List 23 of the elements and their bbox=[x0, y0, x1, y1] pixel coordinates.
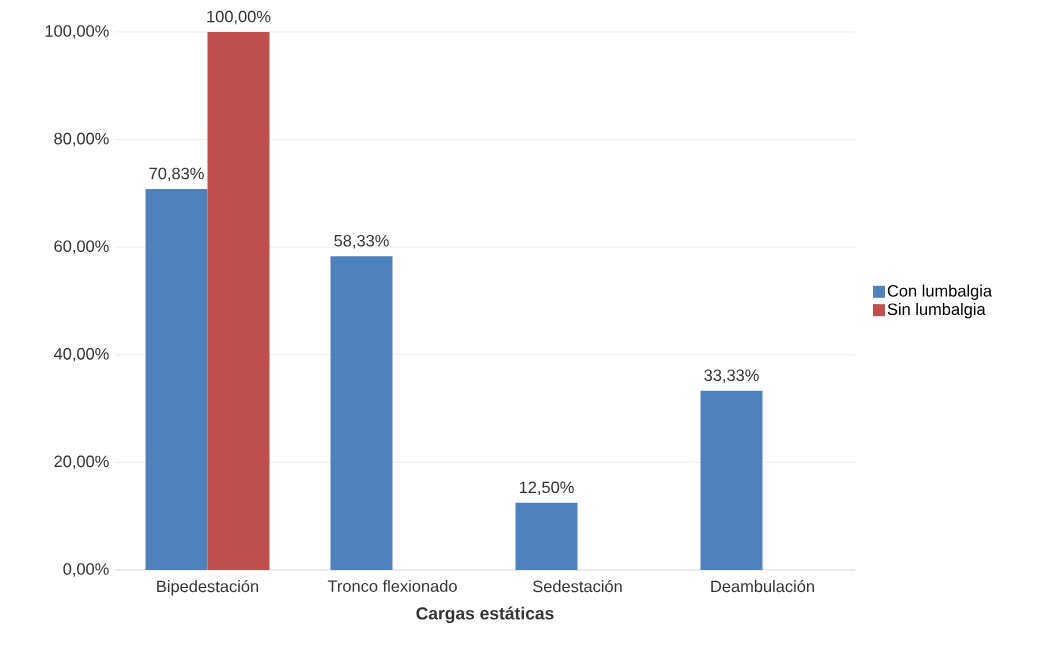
data-label: 70,83% bbox=[149, 167, 204, 182]
x-axis-title: Cargas estáticas bbox=[416, 606, 554, 624]
data-label: 58,33% bbox=[334, 234, 389, 249]
data-label: 12,50% bbox=[519, 481, 574, 496]
data-label: 100,00% bbox=[207, 10, 271, 25]
x-tick-label: Bipedestación bbox=[157, 579, 259, 596]
y-tick-label: 80,00% bbox=[54, 132, 109, 147]
x-tick-label: Tronco flexionado bbox=[327, 579, 457, 592]
y-tick-label: 60,00% bbox=[54, 240, 109, 254]
x-tick-label: Deambulación bbox=[711, 579, 814, 593]
y-tick-label: 0,00% bbox=[63, 563, 109, 577]
bar bbox=[330, 256, 393, 570]
bar bbox=[145, 188, 208, 570]
legend-label: Con lumbalgia bbox=[887, 284, 993, 300]
bar bbox=[515, 502, 578, 570]
bar bbox=[700, 390, 763, 570]
x-tick-label: Sedestación bbox=[533, 579, 622, 593]
bar bbox=[207, 31, 270, 570]
y-tick-label: 100,00% bbox=[45, 25, 109, 39]
data-label: 33,33% bbox=[704, 369, 759, 383]
y-tick-label: 40,00% bbox=[53, 347, 109, 362]
legend-label: Sin lumbalgia bbox=[887, 302, 986, 319]
y-tick-label: 20,00% bbox=[54, 455, 109, 470]
